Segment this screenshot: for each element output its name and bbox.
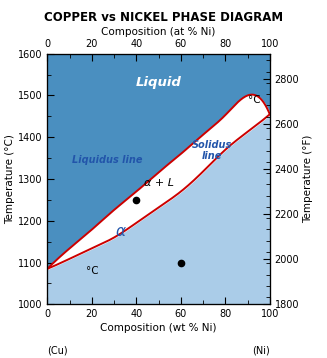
- Y-axis label: Temperature (°C): Temperature (°C): [5, 134, 15, 224]
- Text: Solidus
line: Solidus line: [192, 140, 232, 161]
- Text: α: α: [116, 224, 126, 239]
- Y-axis label: Temperature (°F): Temperature (°F): [303, 135, 314, 223]
- X-axis label: Composition (at % Ni): Composition (at % Ni): [101, 27, 216, 37]
- Text: α + L: α + L: [144, 178, 174, 188]
- Text: °C: °C: [86, 266, 98, 276]
- Text: COPPER vs NICKEL PHASE DIAGRAM: COPPER vs NICKEL PHASE DIAGRAM: [44, 11, 283, 24]
- Text: (Ni): (Ni): [252, 346, 270, 356]
- Text: °C: °C: [248, 95, 261, 105]
- Text: Liquid: Liquid: [136, 77, 181, 90]
- Text: Liquidus line: Liquidus line: [72, 155, 143, 165]
- Text: (Cu): (Cu): [47, 346, 68, 356]
- X-axis label: Composition (wt % Ni): Composition (wt % Ni): [100, 323, 217, 333]
